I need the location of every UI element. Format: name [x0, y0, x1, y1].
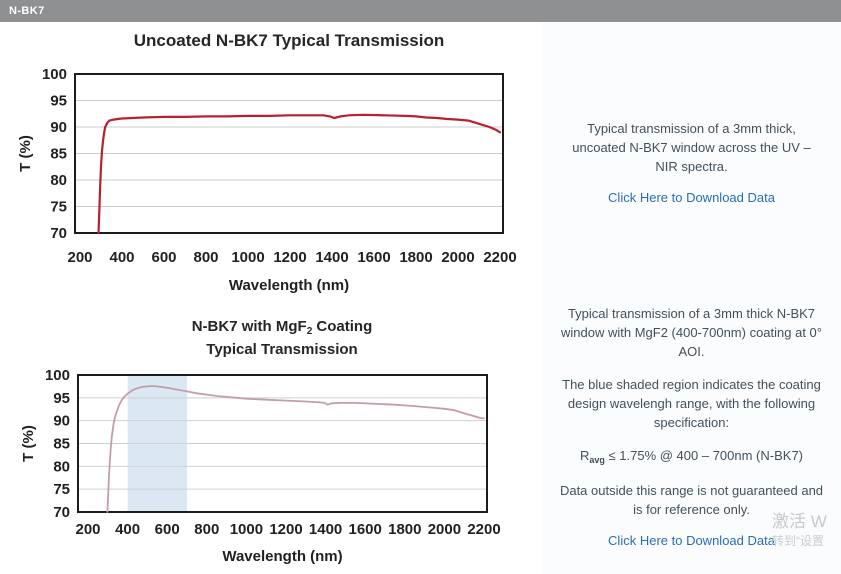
- shaded-region-note: The blue shaded region indicates the coa…: [562, 376, 821, 430]
- svg-text:2200: 2200: [467, 521, 500, 538]
- svg-text:100: 100: [42, 66, 67, 83]
- svg-text:1800: 1800: [399, 249, 432, 266]
- coated-description-panel: Typical transmission of a 3mm thick N-BK…: [542, 301, 841, 574]
- svg-text:2000: 2000: [441, 249, 474, 266]
- svg-text:80: 80: [50, 172, 67, 189]
- subscript-2: 2: [306, 326, 313, 337]
- download-data-link-coated[interactable]: Click Here to Download Data: [608, 532, 775, 548]
- svg-text:85: 85: [53, 436, 70, 453]
- svg-text:600: 600: [151, 249, 176, 266]
- svg-text:90: 90: [50, 119, 67, 136]
- svg-text:1600: 1600: [357, 249, 390, 266]
- svg-text:95: 95: [50, 93, 67, 110]
- download-data-link-uncoated[interactable]: Click Here to Download Data: [608, 189, 775, 205]
- svg-text:800: 800: [194, 521, 219, 538]
- svg-text:1200: 1200: [273, 249, 306, 266]
- svg-text:1000: 1000: [230, 521, 263, 538]
- coated-description-text: Typical transmission of a 3mm thick N-BK…: [561, 305, 822, 359]
- x-axis-label: Wavelength (nm): [222, 548, 342, 565]
- reference-only-note: Data outside this range is not guarantee…: [559, 482, 824, 517]
- svg-text:1800: 1800: [388, 521, 421, 538]
- chart-title-coated-line2: Typical Transmission: [206, 341, 358, 358]
- svg-text:200: 200: [67, 249, 92, 266]
- svg-text:2000: 2000: [428, 521, 461, 538]
- uncoated-transmission-chart: 200 400 600 800 1000 1200 1400 1600 1800 2000 2200…: [17, 66, 517, 294]
- svg-text:90: 90: [53, 413, 70, 430]
- svg-text:75: 75: [53, 481, 70, 498]
- svg-text:200: 200: [75, 521, 100, 538]
- svg-text:400: 400: [109, 249, 134, 266]
- svg-text:400: 400: [115, 521, 140, 538]
- coated-transmission-chart: 200 400 600 800 1000 1200 1400 1600 1800 2000 2200…: [20, 367, 501, 565]
- chart-title-coated-line1: N-BK7 with MgF2 Coating: [191, 318, 373, 337]
- transmission-curve: [97, 113, 502, 235]
- svg-text:75: 75: [50, 199, 67, 216]
- chart-title-coated: N-BK7 with MgF2 Coating Typical Transmis…: [32, 316, 532, 360]
- svg-text:80: 80: [53, 458, 70, 475]
- svg-text:1000: 1000: [231, 249, 264, 266]
- svg-text:800: 800: [193, 249, 218, 266]
- svg-text:1400: 1400: [315, 249, 348, 266]
- coating-specification: Ravg ≤ 1.75% @ 400 – 700nm (N-BK7): [580, 447, 803, 465]
- svg-text:1200: 1200: [269, 521, 302, 538]
- svg-text:70: 70: [53, 504, 70, 521]
- svg-text:85: 85: [50, 146, 67, 163]
- subscript-avg: avg: [589, 454, 605, 465]
- transmission-curve: [106, 385, 485, 513]
- svg-text:1400: 1400: [309, 521, 342, 538]
- svg-text:95: 95: [53, 390, 70, 407]
- svg-text:1600: 1600: [349, 521, 382, 538]
- coated-chart-panel: N-BK7 with MgF2 Coating Typical Transmis…: [0, 301, 541, 574]
- uncoated-description-panel: Typical transmission of a 3mm thick, unc…: [542, 22, 841, 301]
- y-axis-label: T (%): [17, 135, 34, 172]
- x-axis-label: Wavelength (nm): [229, 277, 349, 294]
- uncoated-chart-panel: Uncoated N-BK7 Typical Transmission 200 4…: [0, 22, 541, 301]
- svg-text:2200: 2200: [483, 249, 516, 266]
- svg-text:100: 100: [45, 367, 70, 384]
- y-axis-label: T (%): [20, 425, 37, 462]
- section-title: N-BK7: [9, 5, 45, 17]
- section-header-bar: N-BK7: [0, 0, 841, 22]
- chart-title-uncoated: Uncoated N-BK7 Typical Transmission: [133, 31, 445, 50]
- svg-text:70: 70: [50, 225, 67, 242]
- uncoated-description-text: Typical transmission of a 3mm thick, unc…: [572, 120, 811, 174]
- svg-text:600: 600: [155, 521, 180, 538]
